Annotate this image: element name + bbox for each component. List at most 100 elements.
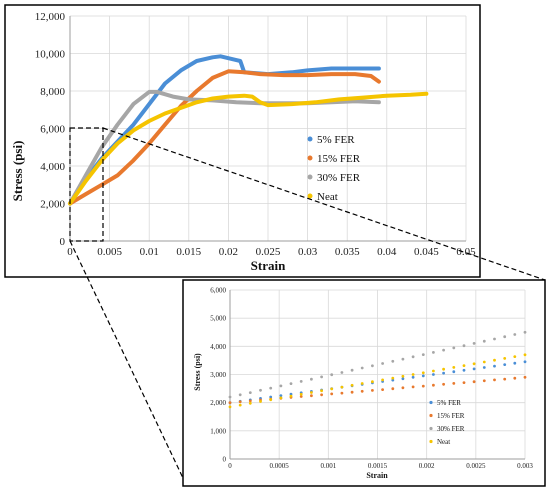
- main-x-tick-label: 0.02: [219, 246, 238, 258]
- inset-x-tick-label: 0.002: [419, 462, 435, 470]
- inset-point-15-fer: [493, 378, 496, 382]
- inset-point-neat: [442, 367, 445, 371]
- inset-point-neat: [503, 357, 507, 360]
- inset-point-neat: [340, 385, 344, 389]
- inset-y-tick-label: 3,000: [210, 371, 226, 379]
- inset-point-neat: [462, 364, 466, 367]
- inset-point-5-fer: [442, 371, 445, 375]
- inset-point-neat: [472, 362, 476, 366]
- inset-legend-label-15-fer: 15% FER: [437, 412, 465, 420]
- inset-point-30-fer: [513, 333, 517, 336]
- inset-point-30-fer: [411, 355, 415, 359]
- main-x-tick-label: 0.045: [414, 246, 439, 258]
- inset-point-neat: [411, 373, 415, 376]
- inset-point-30-fer: [472, 342, 476, 345]
- inset-x-tick-label: 0.0005: [270, 462, 290, 470]
- inset-legend: 5% FER 15% FER 30% FER Neat: [429, 399, 465, 446]
- inset-point-15-fer: [482, 379, 486, 383]
- inset-point-30-fer: [523, 330, 527, 334]
- inset-point-5-fer: [452, 370, 456, 374]
- inset-point-neat: [493, 358, 496, 362]
- main-y-axis-title: Stress (psi): [10, 141, 25, 202]
- inset-point-30-fer: [238, 393, 242, 397]
- inset-point-30-fer: [442, 348, 445, 352]
- main-legend-marker-30-fer: [307, 174, 313, 180]
- inset-point-15-fer: [371, 389, 374, 392]
- inset-point-15-fer: [513, 376, 517, 380]
- zoom-connector-bottom: [69, 240, 184, 479]
- inset-point-30-fer: [299, 380, 303, 383]
- inset-point-30-fer: [391, 359, 395, 363]
- inset-y-tick-label: 4,000: [210, 343, 226, 351]
- main-legend-marker-neat: [307, 193, 313, 199]
- inset-y-tick-label: 2,000: [210, 399, 226, 407]
- inset-point-15-fer: [462, 381, 466, 384]
- inset-point-neat: [320, 389, 323, 393]
- inset-point-30-fer: [289, 382, 293, 385]
- inset-point-15-fer: [401, 386, 405, 390]
- inset-point-5-fer: [411, 375, 415, 379]
- inset-y-axis-title: Stress (psi): [193, 353, 202, 391]
- inset-point-neat: [259, 400, 262, 403]
- inset-point-30-fer: [432, 351, 435, 354]
- inset-point-neat: [228, 405, 232, 409]
- inset-point-neat: [513, 355, 517, 358]
- inset-point-30-fer: [248, 391, 252, 394]
- inset-point-30-fer: [371, 364, 374, 368]
- inset-point-15-fer: [432, 383, 435, 387]
- main-series-line-neat: [68, 91, 429, 206]
- inset-point-neat: [279, 396, 283, 400]
- inset-point-neat: [238, 403, 242, 407]
- main-chart-frame: [4, 4, 481, 278]
- inset-point-30-fer: [310, 377, 313, 381]
- inset-x-axis-title: Strain: [366, 471, 388, 480]
- inset-point-30-fer: [421, 353, 425, 356]
- inset-point-5-fer: [462, 368, 466, 372]
- inset-point-neat: [381, 378, 384, 382]
- inset-point-5-fer: [472, 367, 476, 371]
- inset-point-15-fer: [248, 399, 252, 403]
- main-x-tick-label: 0.01: [140, 246, 159, 258]
- inset-point-5-fer: [482, 366, 486, 369]
- inset-point-15-fer: [381, 388, 384, 391]
- main-legend-marker-15-fer: [307, 155, 313, 161]
- main-x-tick-label: 0.015: [176, 246, 201, 258]
- inset-point-neat: [432, 369, 435, 373]
- main-x-tick-label: 0.025: [256, 246, 281, 258]
- main-grid: [69, 15, 467, 242]
- inset-point-5-fer: [513, 361, 517, 365]
- inset-point-15-fer: [320, 393, 323, 397]
- inset-x-tick-label: 0.0025: [466, 462, 486, 470]
- inset-point-30-fer: [503, 335, 507, 339]
- inset-point-15-fer: [350, 390, 354, 394]
- zoom-region-box: [69, 127, 104, 242]
- inset-point-15-fer: [340, 391, 344, 395]
- main-legend-label-5-fer: 5% FER: [317, 134, 355, 146]
- inset-legend-marker-15-fer: [429, 413, 433, 418]
- inset-point-5-fer: [421, 374, 425, 378]
- inset-point-neat: [330, 387, 334, 391]
- main-series-line-5-fer: [68, 54, 381, 206]
- inset-point-neat: [452, 366, 456, 369]
- inset-legend-marker-30-fer: [429, 426, 433, 431]
- inset-legend-label-neat: Neat: [437, 438, 450, 446]
- main-y-tick-label: 8,000: [40, 86, 65, 98]
- inset-x-tick-label: 0.003: [517, 462, 533, 470]
- inset-x-tick-label: 0: [228, 462, 232, 470]
- inset-point-neat: [299, 392, 303, 396]
- inset-point-15-fer: [452, 382, 456, 385]
- inset-point-5-fer: [432, 373, 435, 376]
- inset-point-15-fer: [360, 389, 364, 393]
- inset-legend-marker-5-fer: [429, 400, 433, 405]
- inset-point-5-fer: [493, 364, 496, 368]
- main-x-tick-label: 0.03: [298, 246, 318, 258]
- inset-point-5-fer: [269, 395, 273, 399]
- inset-y-tick-label: 1,000: [210, 427, 226, 435]
- inset-point-30-fer: [493, 337, 496, 341]
- inset-point-neat: [401, 374, 405, 378]
- inset-point-15-fer: [238, 400, 242, 404]
- inset-point-30-fer: [320, 375, 323, 379]
- inset-point-30-fer: [452, 346, 456, 350]
- main-legend-label-15-fer: 15% FER: [317, 153, 361, 165]
